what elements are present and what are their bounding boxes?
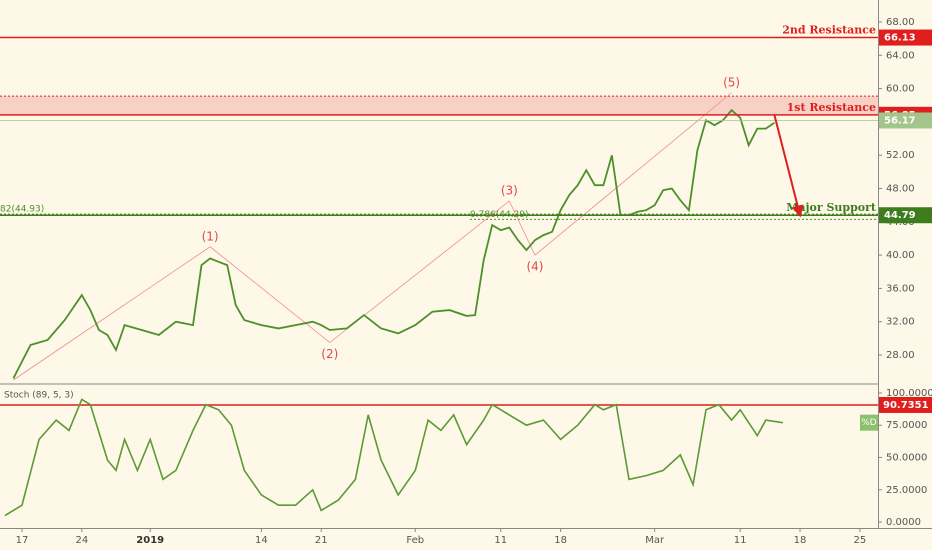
y-tick-label: 75.0000 — [886, 420, 927, 431]
x-tick-label: 24 — [75, 535, 88, 546]
x-tick-label: 25 — [854, 535, 867, 546]
x-tick-label: Mar — [645, 535, 665, 546]
y-tick-label: 64.00 — [886, 50, 915, 61]
level-tag-label: 56.17 — [884, 115, 916, 126]
level-label: Major Support — [786, 201, 877, 214]
y-tick-label: 100.0000 — [886, 388, 932, 399]
legend-tag — [860, 414, 878, 431]
price-line — [12, 108, 775, 379]
resistance-zone — [0, 96, 878, 115]
legend-label: %D — [861, 418, 877, 428]
wave-label: (1) — [202, 229, 219, 243]
y-tick-label: 60.00 — [886, 84, 915, 95]
level-tag — [879, 112, 932, 129]
y-tick-label: 0.0000 — [886, 517, 921, 528]
y-tick-label: 52.00 — [886, 150, 915, 161]
level-tag — [879, 29, 932, 46]
x-tick-label: 14 — [255, 535, 268, 546]
x-tick-label: 18 — [794, 535, 807, 546]
x-tick-label: 21 — [315, 535, 328, 546]
y-tick-label: 36.00 — [886, 283, 915, 294]
fib-label: 82(44.93) — [0, 205, 44, 215]
x-tick-label: 11 — [494, 535, 507, 546]
wave-zigzag — [13, 92, 732, 381]
level-tag-label: 90.7351 — [883, 400, 929, 411]
price-line — [4, 398, 784, 517]
level-tag-label: 66.13 — [884, 33, 916, 44]
y-tick-label: 25.0000 — [886, 485, 927, 496]
x-tick-label: 11 — [734, 535, 747, 546]
y-tick-label: 48.00 — [886, 184, 915, 195]
level-tag — [879, 207, 932, 224]
level-tag — [879, 396, 932, 413]
y-tick-label: 28.00 — [886, 350, 915, 361]
stoch-title: Stoch (89, 5, 3) — [4, 391, 74, 401]
y-tick-label: 68.00 — [886, 17, 915, 28]
wave-label: (5) — [723, 75, 740, 89]
y-tick-label: 40.00 — [886, 250, 915, 261]
x-tick-label: 2019 — [136, 535, 164, 546]
y-tick-label: 50.0000 — [886, 452, 927, 463]
wave-label: (2) — [321, 347, 338, 361]
level-tag-label: 44.79 — [884, 210, 916, 221]
y-tick-label: 32.00 — [886, 317, 915, 328]
target-arrow — [773, 114, 804, 218]
level-label: 1st Resistance — [787, 101, 876, 114]
x-tick-label: Feb — [406, 535, 424, 546]
level-label: 2nd Resistance — [782, 24, 876, 37]
x-tick-label: 17 — [16, 535, 29, 546]
x-tick-label: 18 — [554, 535, 567, 546]
wave-label: (4) — [526, 260, 543, 274]
wave-label: (3) — [501, 183, 518, 197]
